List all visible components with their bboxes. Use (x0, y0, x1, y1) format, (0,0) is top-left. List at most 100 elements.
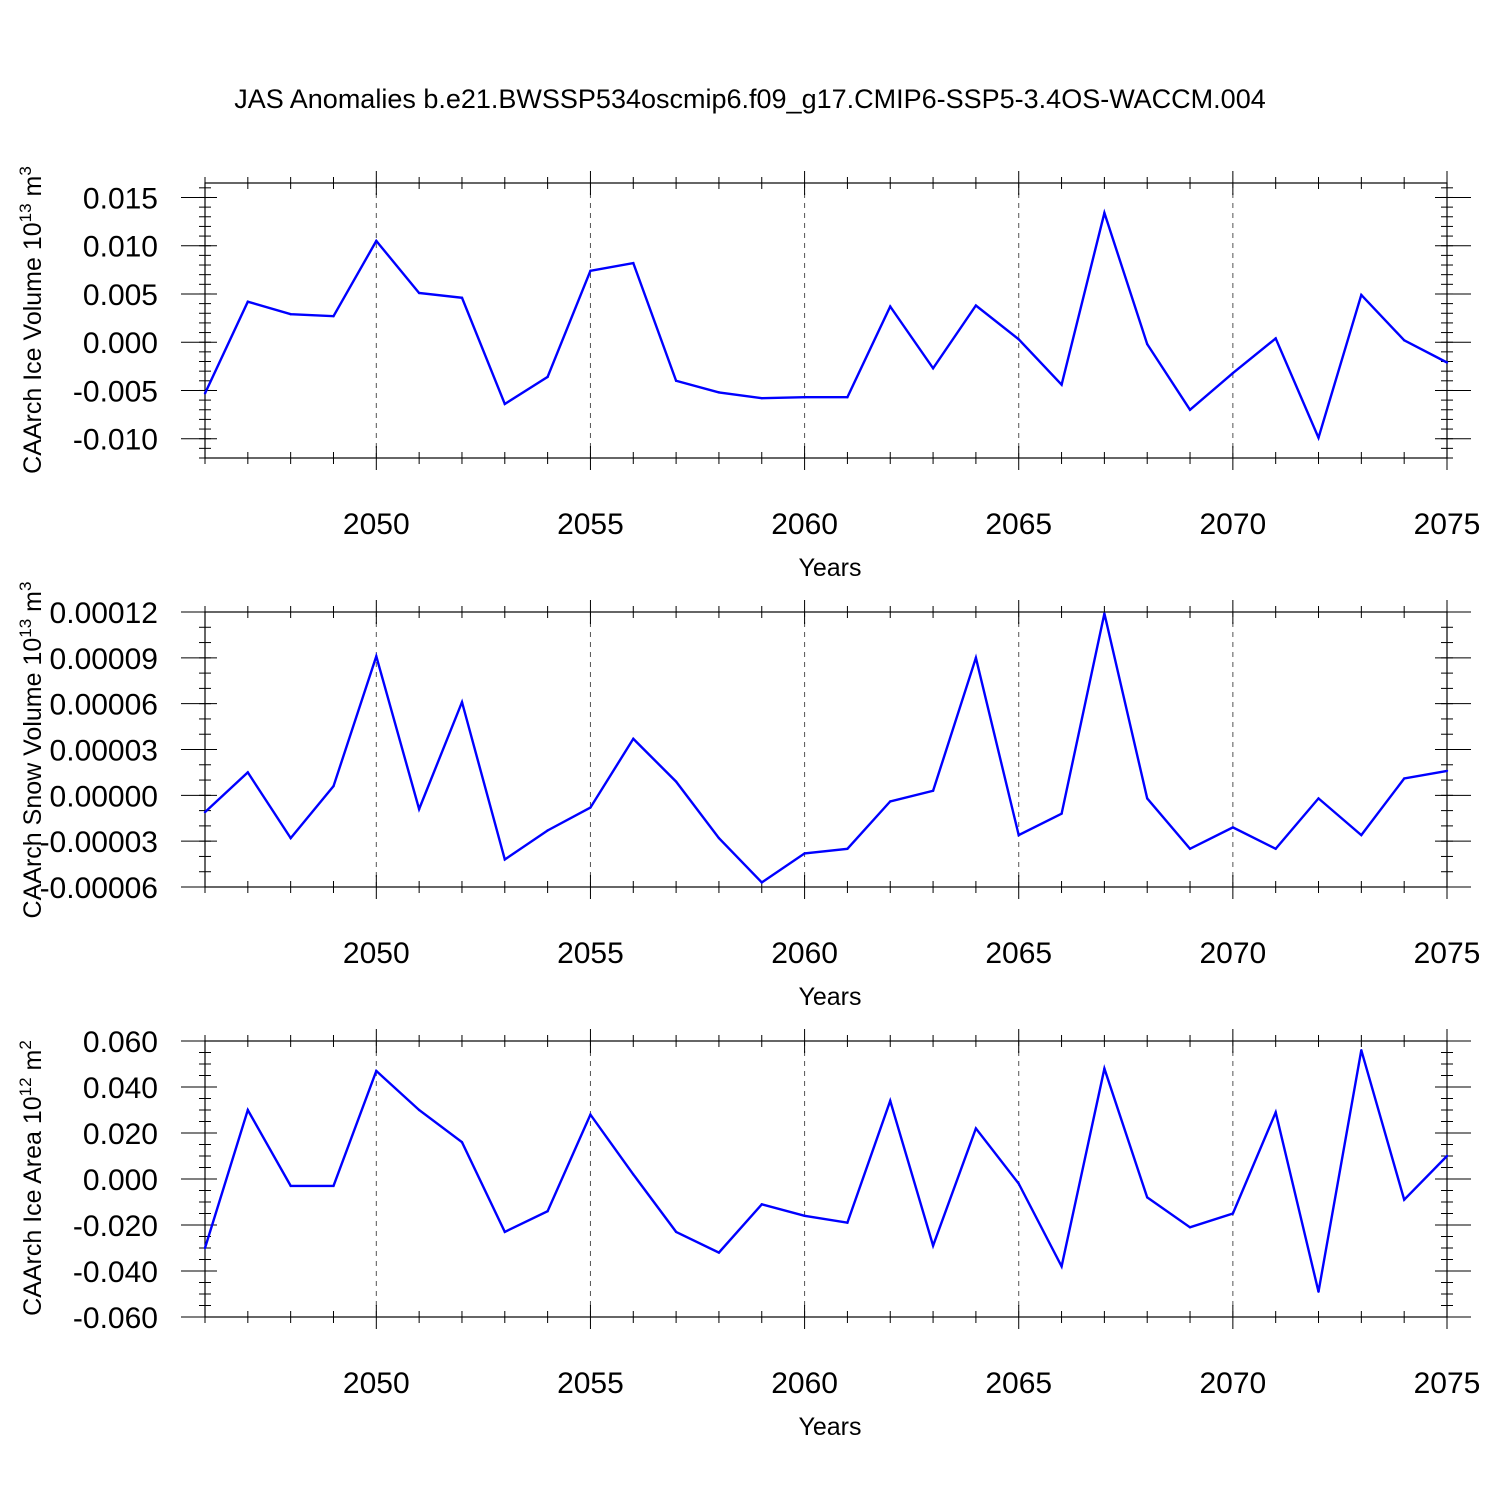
panel-1-ytick-label: 0.010 (83, 231, 158, 264)
panel-3-xtick-label: 2055 (557, 1367, 624, 1400)
panel-3-data-point (1231, 1212, 1235, 1215)
panel-1-data-point (632, 261, 635, 265)
panel-1-yaxis-label-unit-exponent: 3 (16, 166, 35, 175)
panel-1-ytick-label: 0.005 (83, 279, 158, 312)
panel-2-series-line (204, 613, 1448, 884)
panel-3-data-point (974, 1127, 978, 1130)
panel-1-data-point (1274, 337, 1277, 340)
panel-3-data-point (1274, 1111, 1277, 1114)
panel-3-yaxis-label-unit: m (19, 1050, 47, 1078)
panel-3-data-point (589, 1113, 592, 1116)
panel-1-yaxis-label-exponent: 13 (16, 203, 35, 222)
panel-1-data-point (1188, 408, 1192, 411)
panel-3-data-point (1103, 1067, 1106, 1070)
panel-3-data-point (803, 1214, 806, 1218)
panel-3-yaxis-label: CAArch Ice Area 1012 m2 (16, 1040, 47, 1316)
panel-1-xaxis-label: Years (798, 554, 861, 582)
panel-3-data-point (1017, 1182, 1020, 1185)
panel-2-data-point (1017, 833, 1020, 837)
panel-2-data-point (460, 700, 464, 704)
panel-1-xtick-label: 2060 (771, 508, 838, 541)
panel-1-frame (204, 182, 1448, 459)
panel-3-data-point (203, 1246, 207, 1250)
panel-1-data-point (332, 314, 335, 318)
panel-3-yaxis-label-exponent: 12 (16, 1077, 35, 1096)
panel-3-data-point (1317, 1290, 1320, 1293)
panel-2-yaxis-label-unit-exponent: 3 (16, 582, 35, 591)
panel-2-data-point (1146, 797, 1149, 800)
panel-1-data-point (1103, 211, 1106, 215)
panel-2-xtick-label: 2055 (557, 937, 624, 970)
panel-1-data-point (889, 305, 892, 308)
panel-3-data-point (460, 1141, 464, 1144)
panel-2-data-point (674, 780, 678, 783)
panel-2-data-point (589, 806, 592, 809)
panel-2-xtick-label: 2060 (771, 937, 838, 970)
panel-2-data-point (1274, 847, 1277, 851)
panel-3-data-point (632, 1173, 635, 1176)
panel-3-data-point (503, 1230, 506, 1234)
panel-2-data-point (846, 847, 849, 851)
panel-2-data-point (889, 800, 892, 803)
panel-3-xtick-label: 2060 (771, 1367, 838, 1400)
panel-2-yaxis-label-exponent: 13 (16, 619, 35, 638)
panel-1-yaxis-label-text: CAArch Ice Volume 10 (19, 222, 47, 474)
panel-2-yaxis-label-text: CAArch Snow Volume 10 (19, 638, 47, 919)
panel-2-xtick-label: 2070 (1199, 937, 1266, 970)
panel-1-xtick-label: 2050 (343, 508, 410, 541)
panel-1-xtick-label: 2070 (1199, 508, 1266, 541)
panel-3-data-point (674, 1230, 678, 1234)
panel-3-frame (204, 1040, 1448, 1318)
panel-2-xtick-label: 2075 (1414, 937, 1481, 970)
panel-3-data-point (1060, 1265, 1063, 1268)
panel-3-xtick-label: 2075 (1414, 1367, 1481, 1400)
panel-3-data-point (417, 1108, 421, 1112)
panel-3-data-point (1188, 1226, 1192, 1229)
panel-3-data-point (889, 1099, 892, 1103)
panel-1-data-point (1317, 436, 1320, 439)
panel-2-data-point (931, 789, 935, 792)
panel-2-data-point (1231, 826, 1235, 829)
panel-3-ytick-label: 0.000 (83, 1164, 158, 1197)
panel-3-data-point (846, 1221, 849, 1224)
panel-1-data-point (931, 367, 935, 370)
panel-3-data-point (546, 1210, 549, 1213)
panel-3-data-point (1360, 1049, 1363, 1052)
panel-3-ytick-label: 0.040 (83, 1072, 158, 1105)
panel-1-data-point (1060, 383, 1063, 386)
panel-3-data-point (375, 1069, 378, 1073)
panel-1-series-line (203, 208, 1448, 442)
panel-2-data-point (1402, 777, 1406, 780)
panel-1-data-point (1146, 342, 1149, 346)
panel-3-ytick-label: 0.020 (83, 1118, 158, 1151)
panel-2-data-point (1445, 769, 1449, 773)
panel-1-data-point (417, 291, 421, 295)
panel-3-data-point (1146, 1196, 1149, 1199)
panel-2-data-point (1317, 797, 1320, 800)
panel-3-ytick-label: -0.020 (73, 1210, 158, 1243)
panel-1-xtick-label: 2055 (557, 508, 624, 541)
panel-2-data-point (1103, 612, 1106, 615)
panel-2-data-point (417, 807, 421, 811)
panel-1-data-point (546, 375, 549, 379)
panel-2-data-point (632, 737, 635, 741)
panel-2-data-point (1360, 833, 1363, 837)
panel-2-xaxis-label: Years (798, 983, 861, 1011)
panel-2-data-point (203, 810, 207, 814)
panel-1-data-point (1231, 371, 1235, 375)
panel-2-ytick-label: 0.00012 (50, 597, 158, 630)
panel-2-data-point (717, 836, 721, 840)
panel-2-data-point (1188, 847, 1192, 851)
panel-2-data-point (289, 836, 292, 840)
panel-3-xaxis-label: Years (798, 1413, 861, 1441)
panel-2-data-point (803, 852, 806, 855)
panel-1-ytick-label: -0.005 (73, 375, 158, 408)
panel-3-series-line (203, 1049, 1448, 1292)
panel-1-ytick-label: 0.000 (83, 327, 158, 360)
panel-1-data-point (589, 269, 592, 273)
panel-1-data-point (375, 239, 378, 243)
panel-2-data-point (332, 784, 335, 788)
panel-1-data-point (1017, 338, 1020, 341)
panel-2-data-point (1060, 812, 1063, 815)
